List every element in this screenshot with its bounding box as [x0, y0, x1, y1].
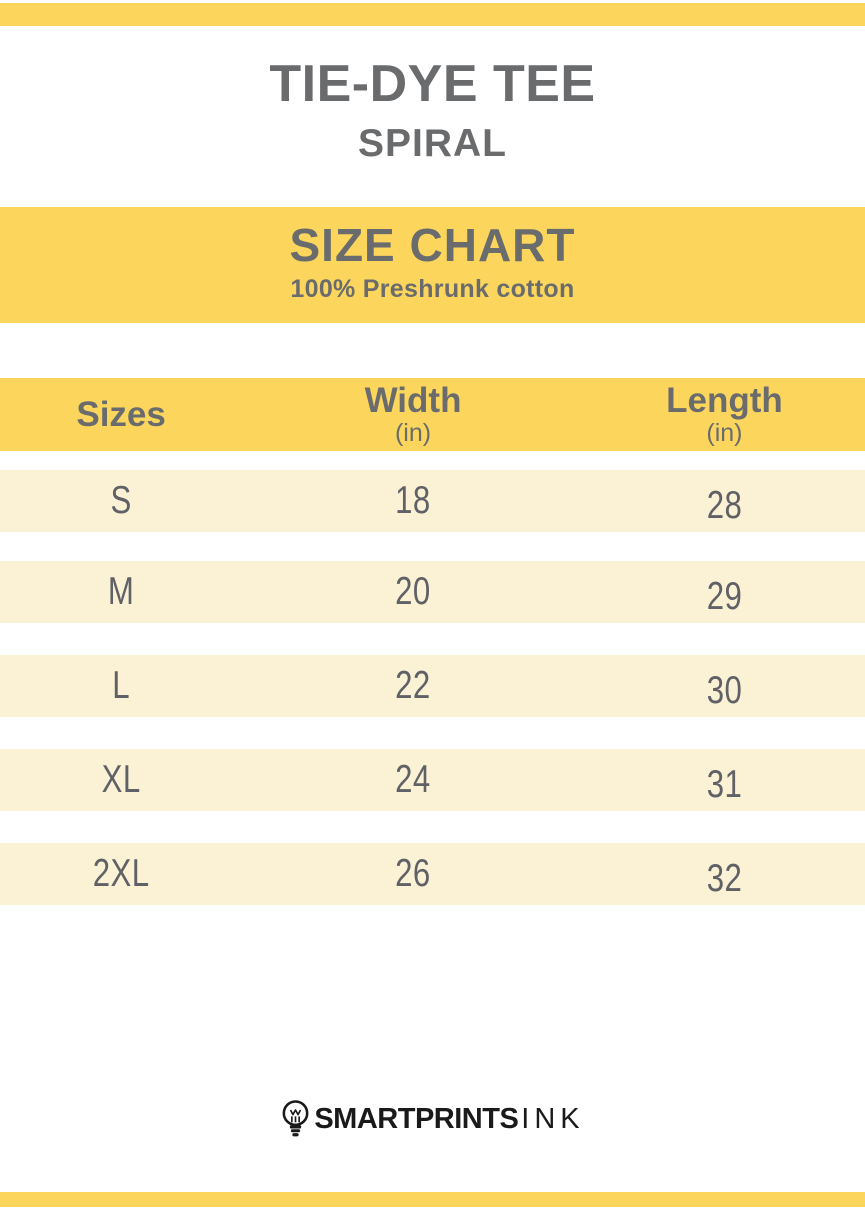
top-accent-bar	[0, 3, 865, 26]
column-header-label: Length	[666, 381, 783, 420]
footer-logo: SMARTPRINTS INK	[0, 1094, 865, 1144]
column-header-unit: (in)	[706, 419, 743, 447]
length-cell: 29	[706, 574, 743, 618]
table-row: S 18 28	[0, 470, 865, 532]
size-chart-subtitle: 100% Preshrunk cotton	[290, 275, 575, 303]
column-header-label: Sizes	[76, 394, 166, 434]
column-header-length: Length (in)	[584, 378, 865, 451]
column-header-sizes: Sizes	[0, 378, 242, 451]
lightbulb-icon	[282, 1099, 309, 1136]
table-row: L 22 30	[0, 655, 865, 717]
length-cell: 31	[706, 762, 743, 806]
product-subtitle: SPIRAL	[357, 122, 507, 165]
column-header-unit: (in)	[394, 419, 432, 447]
table-header-row: Sizes Width (in) Length (in)	[0, 378, 865, 451]
brand-name-bold: SMARTPRINTS	[314, 1102, 519, 1135]
width-cell: 26	[395, 852, 431, 895]
brand-name-light: INK	[521, 1102, 585, 1135]
size-cell: S	[110, 479, 132, 522]
size-chart-banner: SIZE CHART 100% Preshrunk cotton	[0, 207, 865, 323]
table-row: XL 24 31	[0, 749, 865, 811]
width-cell: 20	[395, 570, 431, 613]
size-cell: M	[107, 570, 135, 613]
width-cell: 24	[395, 758, 431, 801]
width-cell: 22	[395, 664, 431, 707]
width-cell: 18	[395, 479, 431, 522]
column-header-label: Width	[364, 381, 462, 420]
length-cell: 28	[706, 483, 743, 527]
table-row: 2XL 26 32	[0, 843, 865, 905]
size-cell: L	[112, 664, 130, 707]
column-header-width: Width (in)	[242, 378, 584, 451]
length-cell: 32	[706, 856, 743, 900]
size-chart-title: SIZE CHART	[289, 219, 576, 271]
size-cell: 2XL	[92, 852, 150, 895]
length-cell: 30	[706, 668, 743, 712]
product-title: TIE-DYE TEE	[269, 55, 596, 113]
size-cell: XL	[101, 758, 141, 801]
table-row: M 20 29	[0, 561, 865, 623]
bottom-accent-bar	[0, 1192, 865, 1207]
